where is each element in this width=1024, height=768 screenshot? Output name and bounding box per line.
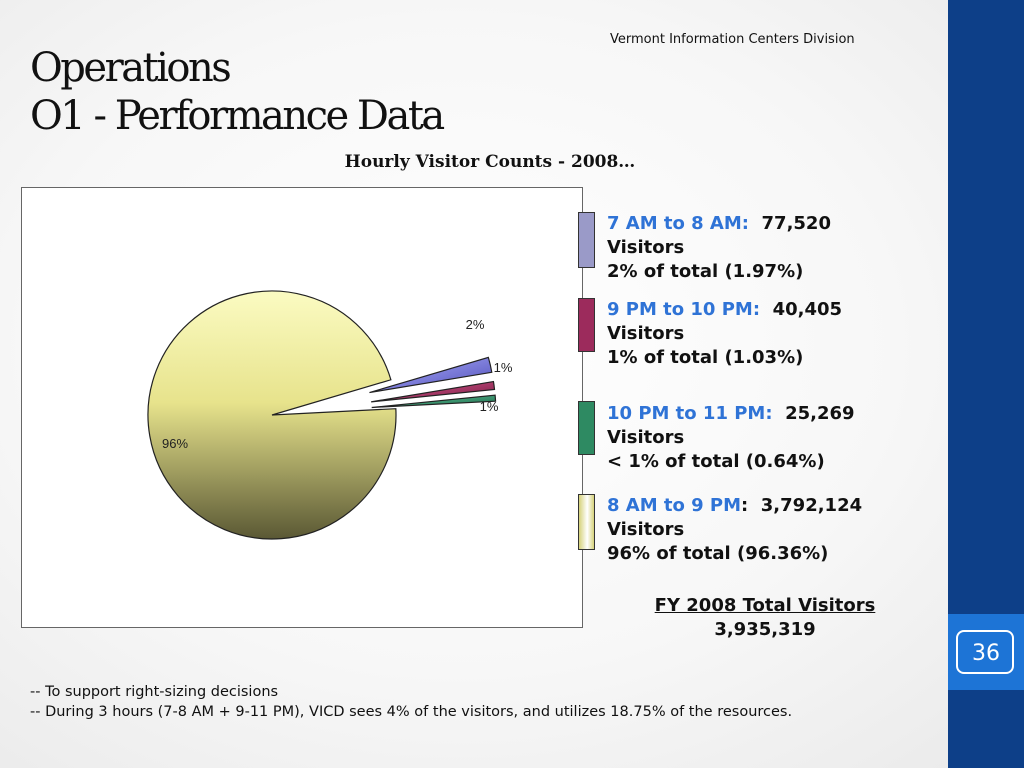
page-number-badge: 36 <box>948 614 1024 690</box>
legend-swatch <box>578 494 595 550</box>
legend-line-2: Visitors <box>607 237 685 258</box>
legend-value: 77,520 <box>748 213 831 234</box>
legend-value: 25,269 <box>772 403 855 424</box>
chart-subtitle: Hourly Visitor Counts - 2008… <box>344 152 636 172</box>
legend-text: 9 PM to 10 PM: 40,405 Visitors 1% of total… <box>607 298 907 370</box>
legend-separator: : <box>741 495 749 516</box>
legend-value: 3,792,124 <box>748 495 863 516</box>
org-name: Vermont Information Centers Division <box>610 32 855 47</box>
legend-text: 7 AM to 8 AM: 77,520 Visitors 2% of total … <box>607 212 907 284</box>
legend-line-3: 1% of total (1.03%) <box>607 347 804 368</box>
legend-swatch <box>578 212 595 268</box>
slice-8am-9pm <box>147 290 397 540</box>
note-line-1: -- To support right-sizing decisions <box>30 684 279 700</box>
legend-label: 9 PM to 10 PM: <box>607 299 761 320</box>
legend-text: 8 AM to 9 PM: 3,792,124 Visitors 96% of to… <box>607 494 907 566</box>
legend-label: 10 PM to 11 PM: <box>607 403 773 424</box>
slice-label: 2% <box>466 317 485 332</box>
title-line-1: Operations <box>30 45 232 91</box>
slice-label: 1% <box>494 360 513 375</box>
total-label: FY 2008 Total Visitors <box>654 595 876 616</box>
slice-7am-8am <box>369 356 493 394</box>
legend-swatch <box>578 298 595 352</box>
slide-title: Operations O1 - Performance Data <box>30 44 445 140</box>
legend-line-3: < 1% of total (0.64%) <box>607 451 825 472</box>
total-value: 3,935,319 <box>714 619 816 640</box>
legend-swatch <box>578 401 595 455</box>
chart-area: 2% 1% 1% 96% <box>21 187 583 628</box>
slice-9pm-10pm <box>371 380 496 403</box>
note-line-2: -- During 3 hours (7-8 AM + 9-11 PM), VI… <box>30 704 793 720</box>
slice-label: 96% <box>162 436 188 451</box>
legend-line-2: Visitors <box>607 323 685 344</box>
legend-label: 7 AM to 8 AM: <box>607 213 749 234</box>
legend-line-2: Visitors <box>607 519 685 540</box>
legend-text: 10 PM to 11 PM: 25,269 Visitors < 1% of to… <box>607 402 907 474</box>
legend-line-2: Visitors <box>607 427 685 448</box>
page-number-frame <box>956 630 1014 674</box>
legend-line-3: 96% of total (96.36%) <box>607 543 829 564</box>
legend-line-3: 2% of total (1.97%) <box>607 261 804 282</box>
total-visitors: FY 2008 Total Visitors 3,935,319 <box>620 594 910 642</box>
slice-10pm-11pm <box>371 394 497 409</box>
slice-label: 1% <box>480 399 499 414</box>
notes: -- To support right-sizing decisions -- … <box>30 682 792 722</box>
legend-label: 8 AM to 9 PM <box>607 495 742 516</box>
page-number: 36 <box>972 641 1000 666</box>
title-line-2: O1 - Performance Data <box>30 93 445 139</box>
legend-value: 40,405 <box>760 299 843 320</box>
pie-chart: 2% 1% 1% 96% <box>147 290 513 540</box>
